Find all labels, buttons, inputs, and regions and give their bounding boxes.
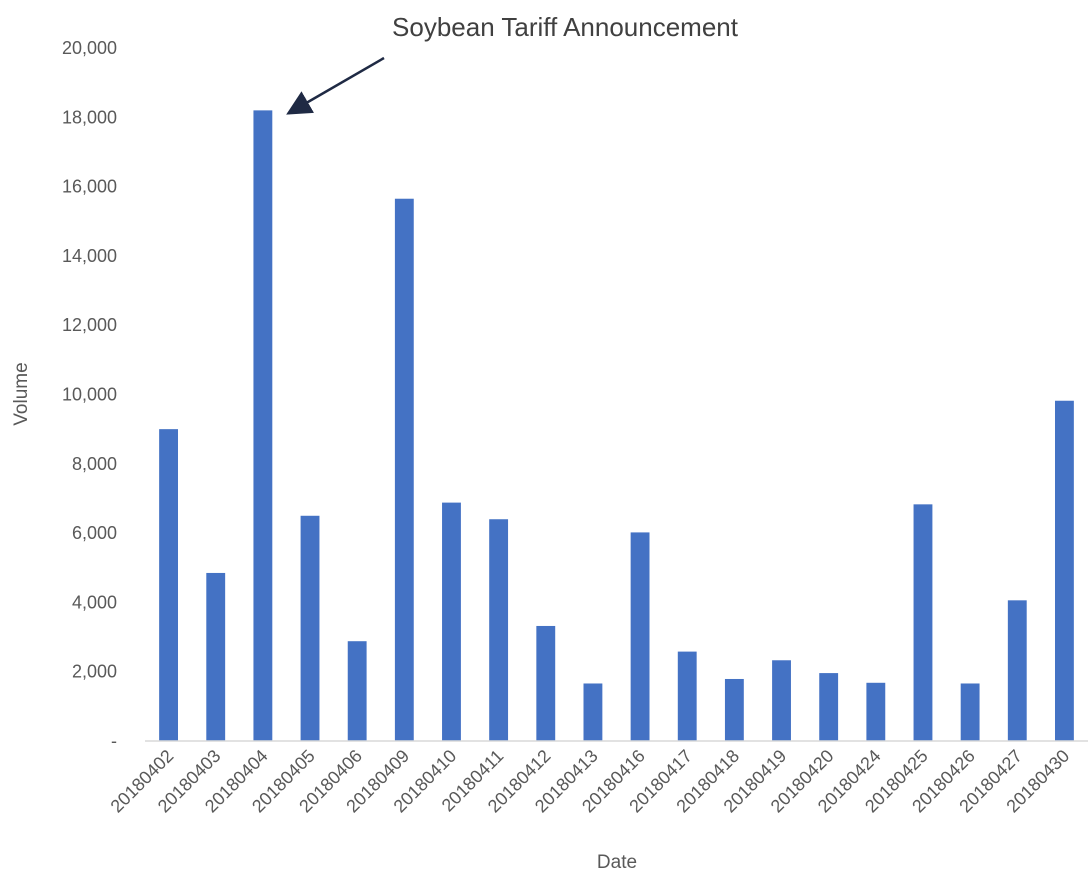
bar	[394, 198, 414, 742]
y-tick-label: 14,000	[62, 246, 117, 266]
y-tick-label: -	[111, 731, 117, 751]
x-axis-title: Date	[597, 852, 637, 873]
y-tick-label: 4,000	[72, 592, 117, 612]
bar	[253, 110, 273, 742]
bar	[489, 519, 509, 741]
y-tick-label: 10,000	[62, 385, 117, 405]
bar	[1054, 400, 1074, 741]
bar	[772, 660, 791, 741]
bar	[300, 515, 320, 741]
y-axis: - 2,000 4,000 6,000 8,000 10,000 12,000 14,000 1…	[62, 38, 117, 751]
bar	[347, 641, 367, 741]
bar	[536, 625, 556, 741]
y-axis-title: Volume	[11, 362, 32, 425]
annotation-arrow	[286, 56, 385, 115]
bar	[960, 683, 980, 741]
x-axis: 2018040220180403201804042018040520180406…	[107, 746, 1074, 817]
bar	[677, 651, 697, 741]
y-tick-label: 8,000	[72, 454, 117, 474]
y-tick-label: 12,000	[62, 315, 117, 335]
bar	[1007, 600, 1027, 741]
bar	[159, 429, 179, 741]
y-tick-label: 6,000	[72, 523, 117, 543]
bar	[630, 532, 650, 741]
y-tick-label: 16,000	[62, 177, 117, 197]
bar	[206, 572, 226, 741]
bar	[913, 504, 933, 741]
bar	[724, 678, 744, 741]
y-tick-label: 18,000	[62, 107, 117, 127]
bars-group	[159, 110, 1074, 742]
bar	[819, 673, 839, 741]
y-tick-label: 2,000	[72, 662, 117, 682]
bar	[866, 682, 886, 741]
bar	[583, 683, 603, 741]
y-tick-label: 20,000	[62, 38, 117, 58]
annotation-text: Soybean Tariff Announcement	[392, 12, 739, 42]
bar	[442, 502, 461, 741]
